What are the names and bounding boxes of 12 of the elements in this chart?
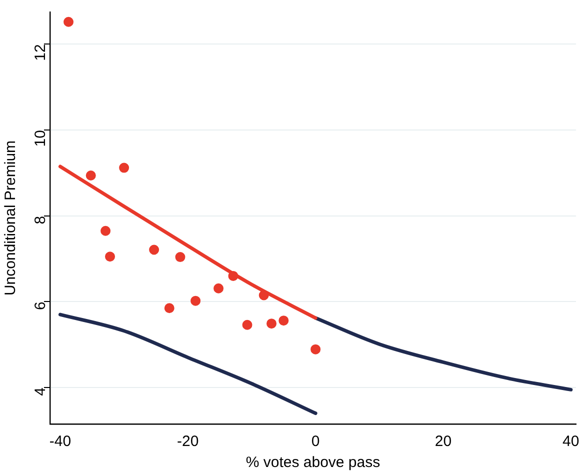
x-tick-label: 20 bbox=[434, 433, 452, 450]
y-tick-label: 8 bbox=[32, 216, 50, 224]
x-tick-label: -40 bbox=[49, 433, 72, 450]
y-tick-label: 6 bbox=[32, 302, 50, 310]
y-tick-label: 12 bbox=[32, 44, 50, 61]
x-tick-label: 40 bbox=[562, 433, 580, 450]
x-tick-label: 0 bbox=[311, 433, 320, 450]
x-axis-title: % votes above pass bbox=[246, 454, 380, 472]
y-axis-title: Unconditional Premium bbox=[2, 140, 20, 296]
y-tick-label: 4 bbox=[32, 388, 50, 396]
y-tick-label: 10 bbox=[32, 130, 50, 147]
x-tick-label: -20 bbox=[177, 433, 199, 450]
